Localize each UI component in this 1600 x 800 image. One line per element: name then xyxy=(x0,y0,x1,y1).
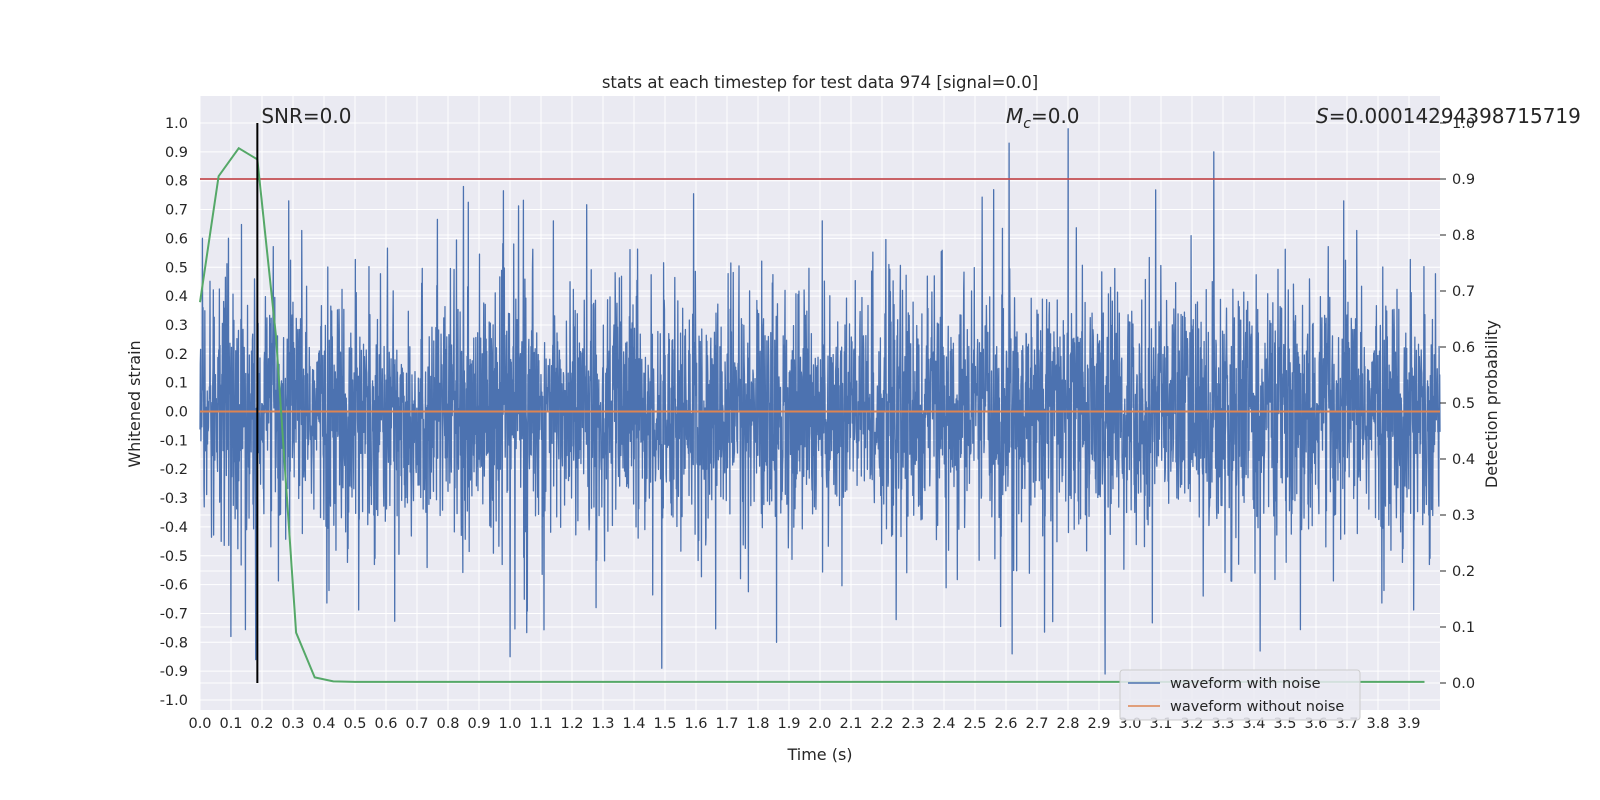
annotation-mc-subscript: c xyxy=(1023,116,1031,132)
y-axis-right-label: Detection probability xyxy=(1482,320,1501,488)
x-tick-label: 0.6 xyxy=(374,716,397,732)
y-tick-label: 0.1 xyxy=(165,376,188,392)
x-tick-label: 2.0 xyxy=(808,716,831,732)
x-tick-label: 0.0 xyxy=(188,716,211,732)
x-tick-label: 2.9 xyxy=(1087,716,1110,732)
series-waveform-with-noise xyxy=(199,128,1441,675)
y-right-tick-label: 0.1 xyxy=(1452,620,1475,636)
y-right-tick-label: 0.9 xyxy=(1452,172,1475,188)
x-tick-label: 1.6 xyxy=(684,716,707,732)
legend-label-waveform-without-noise: waveform without noise xyxy=(1170,699,1344,715)
annotation-s-symbol: S xyxy=(1316,104,1329,128)
x-tick-label: 1.8 xyxy=(746,716,769,732)
x-tick-label: 1.0 xyxy=(498,716,521,732)
x-tick-label: 0.2 xyxy=(250,716,273,732)
x-tick-label: 2.5 xyxy=(963,716,986,732)
x-tick-label: 1.5 xyxy=(653,716,676,732)
x-tick-label: 2.2 xyxy=(870,716,893,732)
x-tick-label: 1.1 xyxy=(529,716,552,732)
annotation-mc: Mc=0.0 xyxy=(1006,104,1080,132)
y-right-tick-label: 0.2 xyxy=(1452,564,1475,580)
y-tick-label: -0.8 xyxy=(160,635,188,651)
annotation-s-value: =0.00014294398715719 xyxy=(1329,104,1581,128)
y-tick-label: 0.9 xyxy=(165,145,188,161)
x-tick-label: 0.9 xyxy=(467,716,490,732)
y-right-tick-label: 0.4 xyxy=(1452,452,1475,468)
y-tick-label: -1.0 xyxy=(160,693,188,709)
y-tick-label: -0.3 xyxy=(160,491,188,507)
x-tick-label: 2.8 xyxy=(1056,716,1079,732)
y-tick-label: 0.5 xyxy=(165,260,188,276)
x-tick-label: 1.3 xyxy=(591,716,614,732)
y-tick-label: -0.1 xyxy=(160,433,188,449)
y-tick-label: -0.4 xyxy=(160,520,188,536)
y-tick-label: 0.2 xyxy=(165,347,188,363)
y-tick-label: 0.8 xyxy=(165,174,188,190)
x-tick-label: 0.1 xyxy=(219,716,242,732)
y-tick-label: 0.4 xyxy=(165,289,188,305)
x-tick-label: 0.3 xyxy=(281,716,304,732)
x-tick-label: 1.7 xyxy=(715,716,738,732)
y-tick-label: 0.7 xyxy=(165,203,188,219)
y-right-tick-label: 0.0 xyxy=(1452,676,1475,692)
y-tick-label: 0.0 xyxy=(165,405,188,421)
y-right-tick-label: 0.8 xyxy=(1452,228,1475,244)
chart-title: stats at each timestep for test data 974… xyxy=(602,73,1038,92)
y-right-tick-label: 0.7 xyxy=(1452,284,1475,300)
x-tick-label: 0.4 xyxy=(312,716,335,732)
x-tick-label: 2.7 xyxy=(1025,716,1048,732)
y-right-tick-label: 1.0 xyxy=(1452,116,1475,132)
x-tick-label: 0.7 xyxy=(405,716,428,732)
legend-box xyxy=(1119,669,1361,721)
y-tick-label: -0.7 xyxy=(160,606,188,622)
x-tick-label: 3.9 xyxy=(1397,716,1420,732)
x-axis-label: Time (s) xyxy=(786,745,852,764)
annotation-snr: SNR=0.0 xyxy=(261,104,351,128)
series-detection-probability xyxy=(199,146,1425,683)
y-tick-label: 0.3 xyxy=(165,318,188,334)
y-right-tick-label: 0.3 xyxy=(1452,508,1475,524)
legend-label-waveform-with-noise: waveform with noise xyxy=(1170,676,1321,692)
annotation-mc-symbol: M xyxy=(1006,104,1023,128)
y-tick-label: -0.9 xyxy=(160,664,188,680)
x-tick-label: 3.8 xyxy=(1366,716,1389,732)
annotation-mc-value: =0.0 xyxy=(1031,104,1080,128)
overlay-group xyxy=(199,123,1440,683)
y-axis-label: Whitened strain xyxy=(125,340,144,467)
x-tick-label: 2.1 xyxy=(839,716,862,732)
noise-series-group xyxy=(199,128,1441,675)
x-tick-label: 2.4 xyxy=(932,716,955,732)
y-tick-label: -0.6 xyxy=(160,578,188,594)
y-tick-label: -0.5 xyxy=(160,549,188,565)
y-tick-label: 1.0 xyxy=(165,116,188,132)
x-tick-label: 1.2 xyxy=(560,716,583,732)
annotation-s: S=0.00014294398715719 xyxy=(1316,104,1581,128)
x-tick-label: 1.4 xyxy=(622,716,645,732)
x-tick-label: 0.8 xyxy=(436,716,459,732)
x-tick-label: 2.6 xyxy=(994,716,1017,732)
x-tick-label: 2.3 xyxy=(901,716,924,732)
y-tick-label: -0.2 xyxy=(160,462,188,478)
y-right-tick-label: 0.5 xyxy=(1452,396,1475,412)
x-tick-label: 1.9 xyxy=(777,716,800,732)
y-tick-label: 0.6 xyxy=(165,231,188,247)
y-right-tick-label: 0.6 xyxy=(1452,340,1475,356)
legend: waveform with noise waveform without noi… xyxy=(1119,669,1361,721)
x-tick-label: 0.5 xyxy=(343,716,366,732)
